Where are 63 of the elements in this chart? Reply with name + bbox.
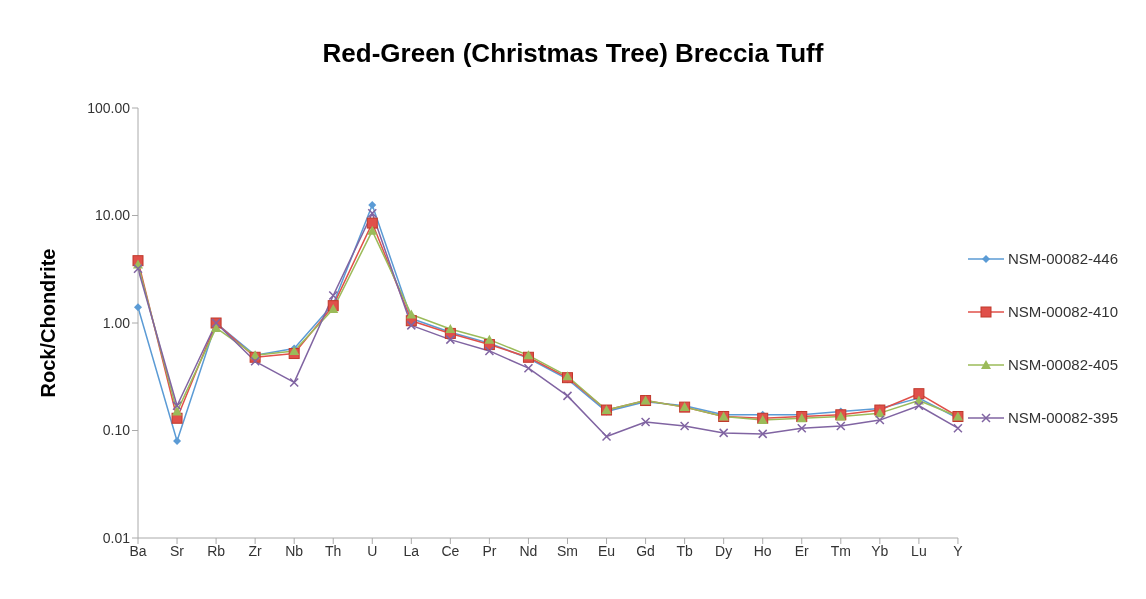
point — [757, 429, 768, 439]
x-tick-label: Tm — [830, 542, 851, 559]
legend-label: NSM-00082-410 — [1007, 303, 1118, 320]
point — [914, 400, 924, 411]
x-tick-label: Eu — [597, 542, 616, 559]
x-tick-label: Zr — [248, 542, 263, 559]
point — [133, 263, 143, 274]
x-tick-label: Rb — [207, 542, 226, 559]
point — [875, 415, 885, 425]
point — [445, 334, 456, 345]
point — [328, 290, 338, 301]
x-tick-label: Yb — [871, 542, 889, 559]
y-tick-label: 10.00 — [94, 207, 131, 224]
point — [367, 225, 378, 235]
y-tick-label: 100.00 — [87, 99, 131, 116]
point — [523, 363, 534, 373]
x-tick-label: Lu — [911, 542, 927, 559]
point — [250, 356, 260, 367]
y-tick-label: 1.00 — [102, 314, 131, 331]
point — [172, 406, 183, 416]
x-tick-label: U — [367, 542, 378, 559]
point — [679, 421, 690, 431]
point — [601, 431, 612, 442]
x-tick-label: Th — [325, 542, 342, 559]
legend-label: NSM-00082-446 — [1007, 250, 1118, 267]
point — [484, 334, 495, 344]
x-tick-label: Sr — [170, 542, 185, 559]
x-tick-label: Ce — [441, 542, 460, 559]
x-tick-label: Nb — [285, 542, 304, 559]
point — [640, 417, 651, 427]
point — [836, 421, 846, 431]
y-axis-title: Rock/Chondrite — [37, 248, 60, 398]
point — [289, 377, 299, 388]
point — [913, 388, 925, 400]
x-tick-label: Ba — [129, 542, 147, 559]
x-tick-label: Ho — [753, 542, 772, 559]
y-tick-label: 0.01 — [102, 529, 131, 546]
point — [367, 208, 378, 218]
point — [366, 217, 378, 229]
point — [484, 346, 495, 356]
x-tick-label: Tb — [676, 542, 693, 559]
x-tick-label: La — [403, 542, 420, 559]
point — [562, 391, 573, 401]
point — [173, 436, 182, 445]
x-tick-label: Sm — [556, 542, 578, 559]
x-tick-label: Gd — [636, 542, 655, 559]
point — [406, 320, 417, 331]
x-tick-label: Nd — [519, 542, 538, 559]
point — [445, 323, 456, 333]
point — [134, 303, 142, 312]
y-tick-label: 0.10 — [102, 422, 131, 439]
x-tick-label: Y — [953, 542, 964, 559]
point — [718, 428, 729, 438]
point — [368, 201, 377, 210]
x-tick-label: Er — [794, 542, 810, 559]
chart-title: Red-Green (Christmas Tree) Breccia Tuff — [321, 37, 825, 70]
x-tick-label: Dy — [715, 542, 733, 559]
point — [953, 423, 963, 433]
legend-label: NSM-00082-405 — [1007, 356, 1118, 373]
point — [172, 400, 182, 411]
x-tick-label: Pr — [482, 542, 497, 559]
point — [797, 423, 807, 433]
legend-label: NSM-00082-395 — [1007, 409, 1118, 426]
